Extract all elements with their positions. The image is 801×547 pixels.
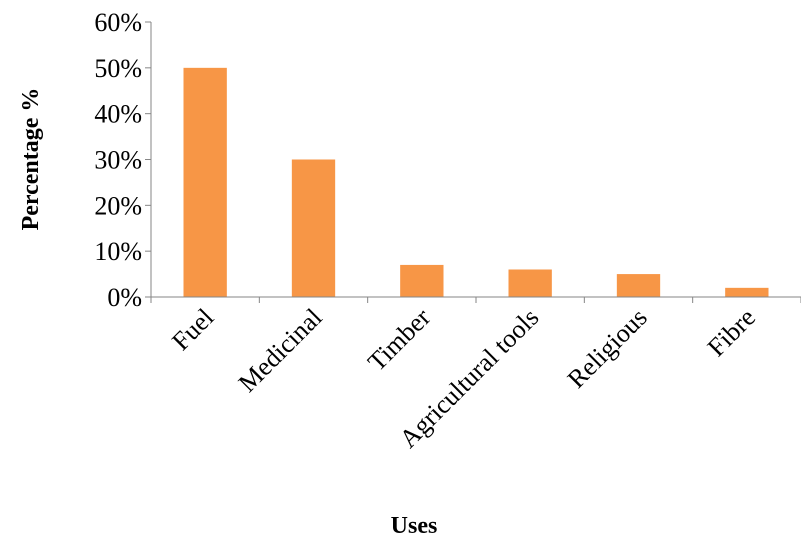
x-category-label: Fibre bbox=[702, 303, 761, 362]
x-category-label: Religious bbox=[562, 303, 653, 394]
bar-fuel bbox=[183, 67, 227, 297]
y-ticks-layer: 0% 10% 20% 30% 40% 50% 60% bbox=[94, 8, 151, 312]
bars-layer bbox=[183, 67, 769, 297]
x-category-label: Fuel bbox=[166, 303, 219, 356]
x-category-label: Medicinal bbox=[233, 303, 328, 398]
bar-agricultural-tools bbox=[508, 269, 552, 297]
y-tick-label: 60% bbox=[94, 8, 142, 37]
y-tick-label: 40% bbox=[94, 100, 142, 129]
y-tick-label: 30% bbox=[94, 146, 142, 175]
bar-religious bbox=[616, 274, 661, 297]
y-axis-title: Percentage % bbox=[18, 88, 44, 231]
axes-layer bbox=[150, 22, 801, 298]
x-axis-title: Uses bbox=[391, 513, 438, 539]
y-tick-label: 20% bbox=[94, 191, 142, 220]
x-category-label: Timber bbox=[362, 303, 436, 377]
bar-fibre bbox=[725, 287, 769, 297]
bar-timber bbox=[400, 264, 444, 297]
bar-medicinal bbox=[291, 159, 336, 297]
y-tick-label: 0% bbox=[107, 283, 142, 312]
y-tick-label: 10% bbox=[94, 237, 142, 266]
y-tick-label: 50% bbox=[94, 54, 142, 83]
